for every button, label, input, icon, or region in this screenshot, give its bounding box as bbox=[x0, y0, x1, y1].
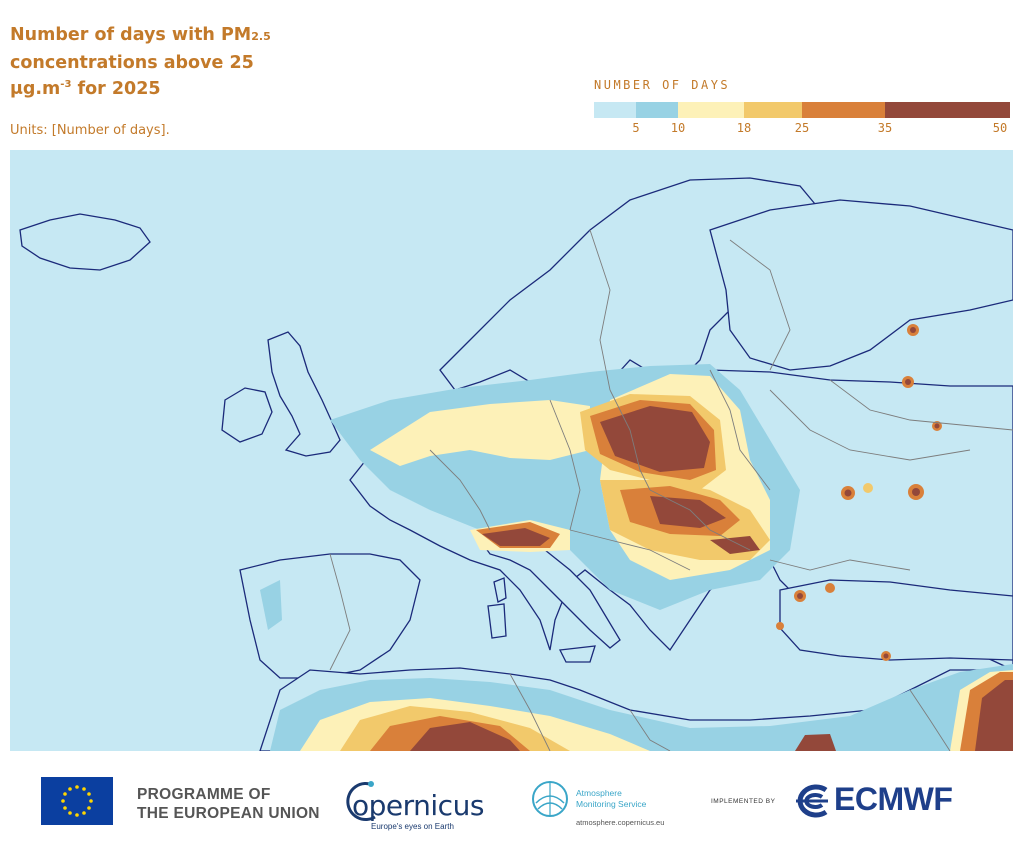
legend-bin-5-10 bbox=[636, 102, 678, 118]
map-title: Number of days with PM2.5 concentrations… bbox=[10, 22, 340, 102]
hotspots bbox=[776, 324, 942, 661]
legend-title: NUMBER OF DAYS bbox=[594, 78, 731, 92]
sicily bbox=[559, 645, 596, 663]
anatolia bbox=[779, 579, 1013, 661]
band-35-50-hungary bbox=[650, 496, 726, 528]
band-35-50-africa bbox=[410, 722, 520, 751]
legend-tick-35: 35 bbox=[877, 121, 893, 135]
title-line2: concentrations above 25 bbox=[10, 53, 254, 73]
band-10-18-benelux bbox=[370, 400, 590, 466]
units-label: Units: [Number of days]. bbox=[10, 123, 170, 138]
italy bbox=[478, 529, 621, 649]
legend-bin-18-25 bbox=[744, 102, 802, 118]
legend-tick-5: 5 bbox=[632, 121, 640, 135]
country-borders bbox=[329, 229, 1013, 751]
great-britain bbox=[267, 331, 341, 457]
legend-tick-25: 25 bbox=[794, 121, 810, 135]
band-35-50-romania bbox=[710, 536, 760, 554]
band-5-10-iberia bbox=[260, 580, 282, 630]
corsica bbox=[493, 577, 507, 603]
band-35-50-po bbox=[482, 528, 550, 546]
legend-bin-25-35 bbox=[802, 102, 885, 118]
ams-globe-icon bbox=[532, 781, 568, 817]
legend-colorbar bbox=[594, 102, 1010, 118]
eu-stars-icon bbox=[61, 785, 93, 817]
europe-map bbox=[10, 150, 1013, 751]
title-line3: μg.m-3 for 2025 bbox=[10, 79, 161, 99]
title-line1: Number of days with PM2.5 bbox=[10, 25, 271, 45]
eu-programme-text: PROGRAMME OF THE EUROPEAN UNION bbox=[137, 786, 320, 822]
legend-ticks: 5 10 18 25 35 50 bbox=[594, 121, 1010, 137]
copernicus-logo-text: opernicus bbox=[352, 789, 484, 822]
band-35-50-mideast bbox=[975, 680, 1013, 751]
ams-service-name: Atmosphere Monitoring Service bbox=[576, 788, 647, 809]
band-35-50-egypt bbox=[795, 734, 836, 751]
legend-tick-50: 50 bbox=[992, 121, 1008, 135]
band-35-50-poland bbox=[600, 406, 710, 472]
iberia bbox=[239, 553, 421, 679]
pm25-field bbox=[260, 324, 1013, 751]
implemented-by-label: IMPLEMENTED BY bbox=[711, 798, 776, 805]
eu-flag-logo bbox=[41, 777, 113, 825]
legend-tick-18: 18 bbox=[736, 121, 752, 135]
legend-tick-10: 10 bbox=[670, 121, 686, 135]
sardinia bbox=[487, 603, 507, 639]
ireland bbox=[221, 387, 273, 443]
finland bbox=[709, 199, 1013, 371]
legend-bin-35-50 bbox=[885, 102, 1010, 118]
iceland bbox=[19, 213, 151, 271]
ecmwf-logo-text: ECMWF bbox=[834, 781, 953, 817]
legend-bin-10-18 bbox=[678, 102, 744, 118]
ams-url: atmosphere.copernicus.eu bbox=[576, 818, 665, 827]
copernicus-c-icon bbox=[346, 781, 376, 821]
ecmwf-swirl-icon bbox=[796, 784, 828, 818]
legend-bin-0-5 bbox=[594, 102, 636, 118]
copernicus-tagline: Europe's eyes on Earth bbox=[371, 822, 454, 831]
